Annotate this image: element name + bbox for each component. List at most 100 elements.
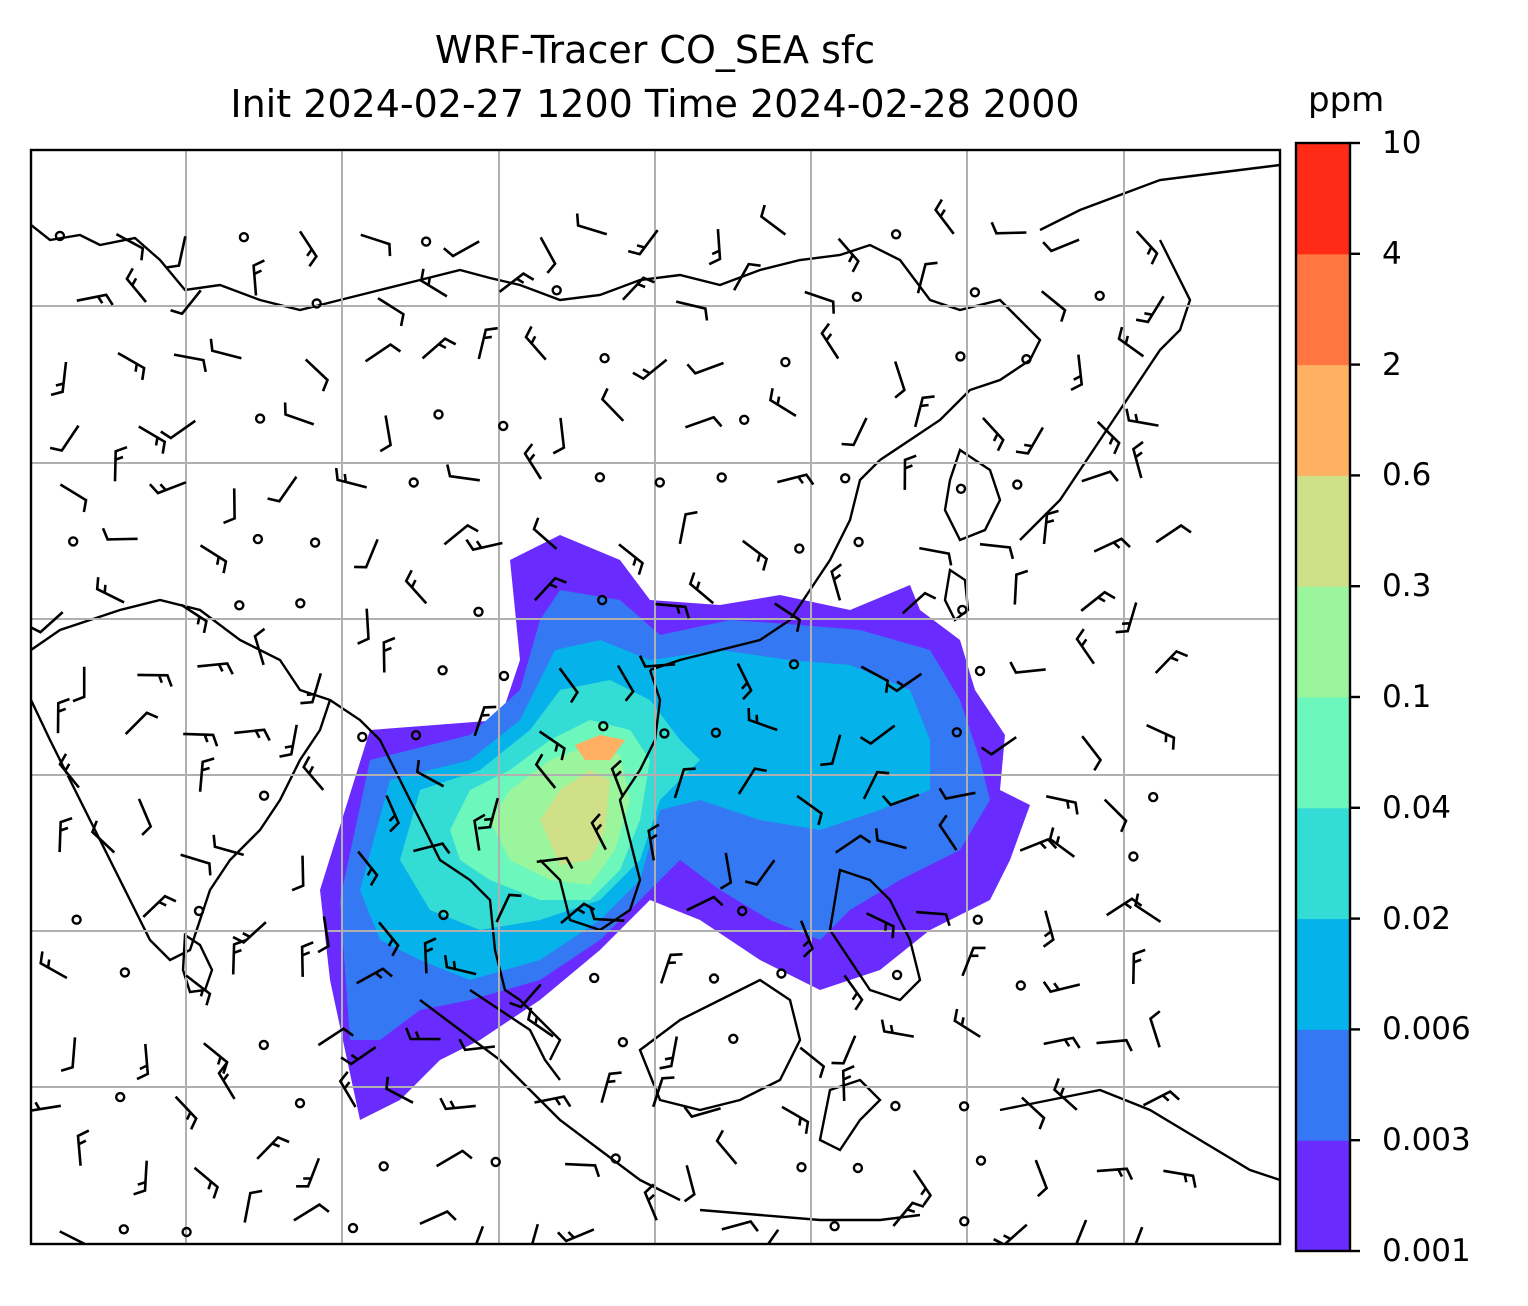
wind-barb <box>536 856 574 870</box>
wind-barb <box>180 853 212 876</box>
calm-wind-marker <box>1012 479 1023 490</box>
wind-barb <box>865 912 895 939</box>
wind-barb <box>938 814 958 851</box>
wind-barb <box>183 732 219 747</box>
calm-wind-marker <box>67 536 79 547</box>
wind-barb <box>651 1076 675 1108</box>
wind-barb <box>886 672 923 693</box>
wind-barb <box>766 1228 780 1244</box>
wind-barb <box>72 666 86 703</box>
wind-barb <box>1135 295 1165 324</box>
wind-barb <box>95 577 125 604</box>
wind-barb <box>719 852 733 890</box>
wind-barb <box>533 576 567 602</box>
colorbar-segment <box>1296 253 1350 366</box>
wind-barb <box>881 793 920 807</box>
calm-wind-marker <box>473 606 484 617</box>
wind-barb <box>446 464 480 482</box>
wind-barb <box>413 842 451 855</box>
wind-barb <box>589 907 625 922</box>
wind-barb <box>1015 426 1045 455</box>
calm-wind-marker <box>959 1216 970 1227</box>
wind-barb <box>843 974 864 1011</box>
wind-barb <box>1042 238 1080 253</box>
wind-barb <box>58 753 80 789</box>
coast-java <box>699 1208 921 1222</box>
wind-barb <box>759 204 787 236</box>
wind-barb <box>170 289 202 316</box>
wind-barb <box>768 388 797 418</box>
calm-wind-marker <box>1021 354 1032 365</box>
wind-barb <box>799 1046 826 1079</box>
wind-barb <box>421 337 457 360</box>
wind-barb <box>234 728 271 742</box>
colorbar-tick-label: 0.3 <box>1382 568 1432 605</box>
wind-barb <box>125 267 148 303</box>
calm-wind-marker <box>739 414 750 425</box>
wind-barb <box>317 1027 354 1047</box>
colorbar-tick-label: 0.006 <box>1382 1011 1471 1048</box>
coast-india <box>31 598 332 962</box>
wind-barb <box>1163 1169 1197 1188</box>
calm-wind-marker <box>498 420 509 432</box>
calm-wind-marker <box>716 472 727 483</box>
wind-barb <box>600 1071 622 1104</box>
wind-barb <box>837 237 860 273</box>
wind-barb <box>115 233 145 261</box>
wind-barb <box>678 510 698 545</box>
colorbar-segment <box>1296 143 1350 255</box>
wind-barb <box>50 361 68 397</box>
calm-wind-marker <box>551 285 562 296</box>
calm-wind-marker <box>958 1101 970 1112</box>
wind-barb <box>185 974 212 1006</box>
calm-wind-marker <box>969 287 981 298</box>
colorbar-segment <box>1296 807 1350 920</box>
calm-wind-marker <box>119 967 131 978</box>
wind-barb <box>747 707 778 732</box>
colorbar-segment <box>1296 1140 1350 1252</box>
wind-barb <box>443 955 477 976</box>
wind-barb <box>1131 440 1144 479</box>
calm-wind-marker <box>490 1156 501 1168</box>
calm-wind-marker <box>597 594 608 606</box>
wind-barb <box>1135 230 1159 265</box>
calm-wind-marker <box>1147 791 1159 803</box>
calm-wind-marker <box>54 230 66 242</box>
wind-barb <box>1043 1036 1081 1049</box>
field-level-03 <box>540 770 610 865</box>
calm-wind-marker <box>234 600 245 611</box>
wind-barb <box>1013 569 1029 605</box>
calm-wind-marker <box>853 536 864 548</box>
wind-barb <box>655 602 691 619</box>
calm-wind-marker <box>238 231 250 243</box>
wind-barb <box>530 1223 540 1244</box>
calm-wind-marker <box>193 905 205 917</box>
wind-barb <box>193 1166 220 1199</box>
wind-barb <box>534 1095 572 1108</box>
wind-barb <box>174 1095 198 1130</box>
wind-barb <box>133 1160 148 1196</box>
colorbar-tick-label: 0.1 <box>1382 679 1432 715</box>
wind-barb <box>981 417 1005 452</box>
wind-barb <box>379 415 393 453</box>
wind-barb <box>124 711 159 736</box>
coast-kamchatka-coast <box>1039 163 1280 232</box>
calm-wind-marker <box>118 1224 130 1235</box>
wind-barb <box>659 953 683 984</box>
wind-barb <box>880 1019 915 1038</box>
wind-barbs <box>31 198 1197 1244</box>
wind-barb <box>180 603 208 634</box>
wind-barb <box>1105 897 1143 917</box>
wind-barb <box>338 1070 357 1108</box>
colorbar-tick-label: 0.6 <box>1382 457 1432 494</box>
wind-barb <box>291 855 305 892</box>
tracer-field <box>320 535 1030 1120</box>
wind-barb <box>632 358 668 381</box>
wind-barb <box>283 402 315 426</box>
wind-barb <box>874 828 907 850</box>
calm-wind-marker <box>347 1222 359 1234</box>
calm-wind-marker <box>955 351 966 362</box>
wind-barb <box>860 665 890 693</box>
wind-barb <box>357 850 379 887</box>
wind-barb <box>202 1042 229 1075</box>
